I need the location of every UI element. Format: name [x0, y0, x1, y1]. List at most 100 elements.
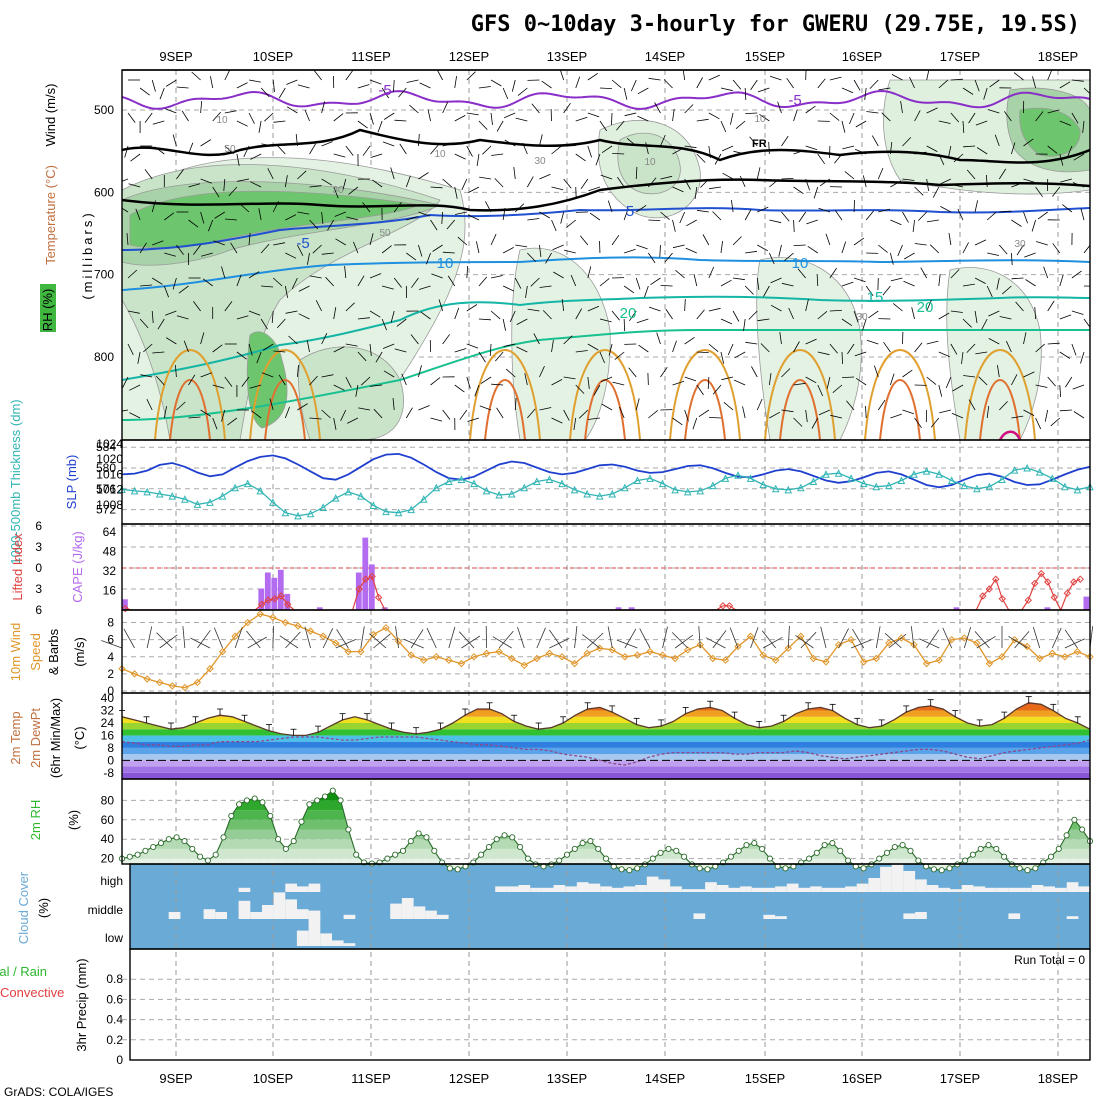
wind-speed-point: [885, 639, 893, 647]
wind-barb: [261, 143, 274, 147]
wind-barb: [183, 340, 189, 353]
wind-barb-10m: [492, 636, 512, 649]
wind-barb: [467, 417, 480, 422]
wind-barb: [227, 417, 238, 426]
rh-point: [1016, 865, 1023, 872]
rh-point: [517, 843, 524, 851]
wind-barb: [201, 252, 213, 257]
slp-tick: 1016: [96, 467, 123, 481]
wind-barb: [362, 202, 371, 213]
wind-barb: [482, 145, 492, 155]
cloud-level-label: middle: [88, 903, 124, 917]
wind-barb: [1036, 241, 1048, 246]
thickness-point: [344, 487, 353, 496]
isotherm-label: -5: [296, 235, 309, 252]
wind-speed-point: [193, 678, 202, 687]
wind-barb: [702, 234, 710, 246]
wind10-label: 10m Wind: [8, 623, 23, 682]
wind-barb: [962, 120, 965, 134]
wind-barb: [383, 112, 395, 120]
wind-barb: [1011, 219, 1022, 227]
cloud-bar: [401, 898, 414, 919]
wind-barb: [834, 209, 843, 221]
wind-barb: [696, 384, 704, 396]
wind-barb: [952, 384, 964, 392]
wind-barb: [250, 181, 262, 188]
li-label: Lifted Index: [10, 533, 25, 601]
wind-barb: [560, 211, 565, 224]
wind-barb: [611, 234, 620, 246]
wind-barb: [139, 87, 150, 96]
wind-barb: [260, 87, 270, 98]
precip-total-label: Total / Rain: [0, 964, 47, 979]
wind-barb-10m: [795, 635, 814, 649]
rh-point: [751, 840, 758, 847]
thickness-point: [382, 507, 390, 516]
wind-barb: [563, 178, 572, 189]
wind-barb: [974, 310, 978, 323]
date-label-bottom: 17SEP: [940, 1071, 980, 1086]
wind-barb: [709, 186, 722, 190]
wind-barb: [599, 351, 605, 364]
wind-barb: [406, 252, 417, 261]
wind-barb-10m: [712, 630, 727, 649]
wind-barb: [466, 112, 479, 116]
panel-frame-precip: [129, 948, 1091, 1061]
rh-point: [618, 866, 625, 873]
wind-barb: [127, 343, 134, 355]
wind-barb: [988, 310, 1000, 317]
cloud-bar: [775, 916, 787, 919]
thickness-point: [1035, 468, 1044, 476]
cloud-bar: [1031, 885, 1044, 892]
wind-barb: [950, 269, 960, 279]
wind-barb: [684, 409, 689, 422]
isotherm-label: 10: [437, 255, 454, 272]
wind-barb: [578, 409, 589, 419]
wind-barb: [1047, 109, 1060, 114]
rh-point: [1024, 867, 1031, 874]
wind-barb-10m: [761, 630, 777, 649]
wind-speed-point: [759, 651, 767, 659]
wind-barb: [599, 87, 612, 89]
slp-series-line: [121, 452, 1091, 489]
thickness-point: [721, 474, 730, 482]
wind-barb: [654, 102, 661, 114]
wind-barb: [575, 153, 586, 162]
wind-barb: [539, 285, 552, 288]
temp-series-line: [121, 702, 1091, 737]
temp-axis-label: (°C): [72, 726, 87, 749]
cloud-bar: [728, 887, 741, 892]
wind-barb: [696, 351, 709, 353]
wind-barb: [834, 153, 843, 164]
wind-barb: [130, 153, 141, 162]
upper-ytick: 700: [94, 268, 114, 282]
thickness-point: [269, 498, 277, 506]
thickness-point: [419, 495, 428, 503]
wind-barb: [1037, 211, 1048, 220]
wind-barb: [489, 343, 492, 357]
wind-speed-point: [156, 678, 164, 687]
wind-barb: [608, 343, 613, 356]
wind-barb: [297, 84, 310, 89]
wind-barb: [694, 186, 698, 199]
cloud-bar: [775, 886, 787, 892]
wind-barb: [587, 72, 599, 81]
thickness-point: [583, 489, 591, 498]
wind-barb: [224, 376, 233, 387]
wind-barb: [797, 268, 806, 279]
wind-barb: [563, 409, 570, 421]
precip-unit-label: 3hr Precip (mm): [74, 958, 89, 1051]
wind-barb-10m: [963, 626, 972, 649]
wind-barb: [635, 166, 638, 180]
thickness-point: [633, 476, 642, 484]
temp-tick: 16: [101, 728, 115, 742]
wind-speed-point: [143, 675, 151, 683]
date-label-bottom: 15SEP: [745, 1071, 785, 1086]
wind-barb: [455, 211, 467, 215]
wind-barb: [427, 109, 431, 122]
rh-point: [602, 855, 610, 862]
cloud-bar: [168, 912, 181, 919]
li-point: [257, 600, 266, 609]
wind-barb: [926, 145, 938, 152]
